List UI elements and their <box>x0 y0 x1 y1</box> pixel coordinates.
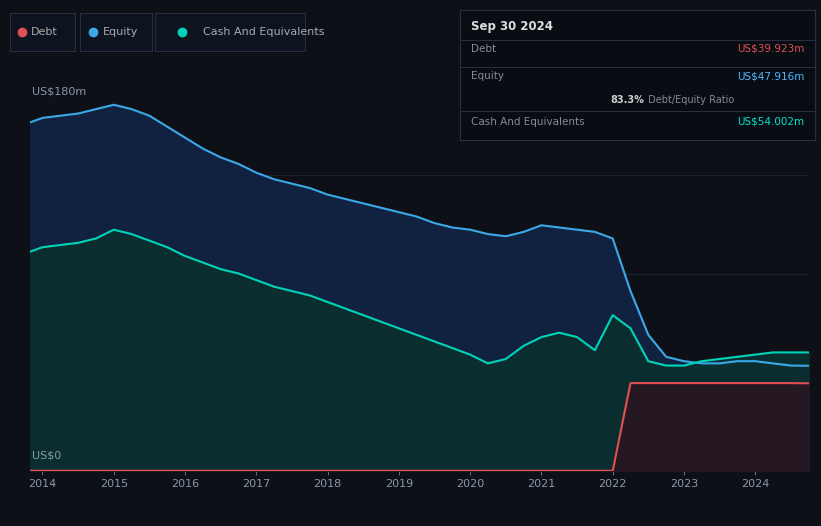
Text: US$39.923m: US$39.923m <box>737 44 805 54</box>
Text: US$54.002m: US$54.002m <box>737 117 805 127</box>
Text: US$47.916m: US$47.916m <box>737 71 805 81</box>
Text: Debt/Equity Ratio: Debt/Equity Ratio <box>644 95 734 105</box>
Text: Cash And Equivalents: Cash And Equivalents <box>470 117 585 127</box>
Text: Sep 30 2024: Sep 30 2024 <box>470 21 553 33</box>
Text: Debt: Debt <box>31 27 57 37</box>
Text: Equity: Equity <box>470 71 503 81</box>
Text: Debt: Debt <box>470 44 496 54</box>
Text: US$180m: US$180m <box>32 86 86 96</box>
Text: US$0: US$0 <box>32 451 62 461</box>
Text: Equity: Equity <box>103 27 139 37</box>
Text: Cash And Equivalents: Cash And Equivalents <box>203 27 324 37</box>
Text: 83.3%: 83.3% <box>611 95 644 105</box>
